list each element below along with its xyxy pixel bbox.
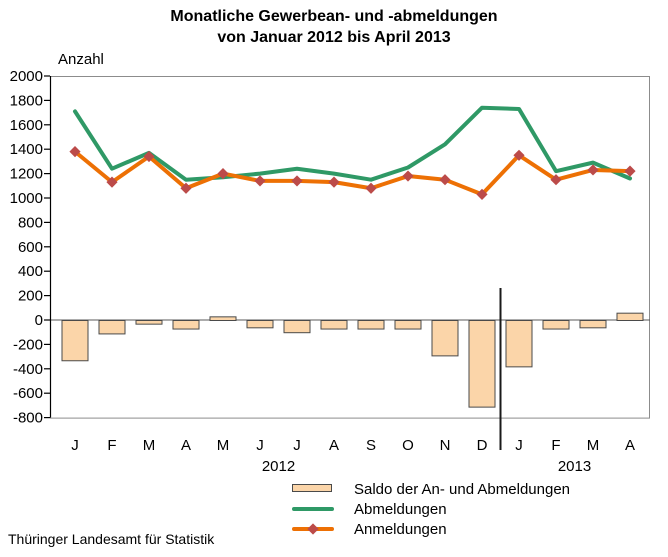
y-axis-tick-label: -200 [13,336,43,353]
anmeldungen-marker [513,149,525,161]
saldo-bar [61,320,89,362]
y-axis-tick-label: -600 [13,385,43,402]
anmeldungen-marker [69,146,81,158]
month-label: F [551,437,560,454]
legend-label-saldo: Saldo der An- und Abmeldungen [354,480,570,498]
legend-row-abmeldungen: Abmeldungen [292,499,570,519]
chart-title: Monatliche Gewerbean- und -abmeldungen v… [0,6,668,48]
chart-title-line1: Monatliche Gewerbean- und -abmeldungen [170,8,498,25]
month-label: J [293,437,301,454]
month-label: J [256,437,264,454]
year-label: 2013 [558,458,591,475]
year-label: 2012 [262,458,295,475]
anmeldungen-marker [217,168,229,180]
month-label: D [477,437,488,454]
saldo-bar [505,320,533,368]
legend-row-saldo: Saldo der An- und Abmeldungen [292,479,570,499]
anmeldungen-marker [365,182,377,194]
anmeldungen-marker [106,176,118,188]
legend-row-anmeldungen: Anmeldungen [292,519,570,539]
anmeldungen-marker [143,150,155,163]
saldo-bar [246,320,274,329]
saldo-bar [542,320,570,330]
month-label: S [366,437,376,454]
y-axis-tick-label: 0 [35,312,43,329]
anmeldungen-marker [624,165,636,177]
saldo-bar [135,320,163,325]
abmeldungen-line-swatch-rect [292,507,334,511]
source-attribution: Thüringer Landesamt für Statistik [8,531,215,547]
y-axis-tick-label: 1200 [10,166,43,183]
month-label: J [71,437,79,454]
y-axis-tick-label: 400 [18,263,43,280]
y-axis-tick-label: 1600 [10,117,43,134]
month-label: N [440,437,451,454]
anmeldungen-line-swatch [292,519,334,539]
month-label: F [107,437,116,454]
y-axis-tick-label: 2000 [10,68,43,85]
saldo-bar [172,320,200,330]
legend: Saldo der An- und Abmeldungen Abmeldunge… [292,479,570,539]
saldo-bar [283,320,311,334]
anmeldungen-marker [180,182,192,194]
saldo-bar [320,320,348,330]
y-axis-tick-label: -400 [13,361,43,378]
month-label: M [217,437,230,454]
saldo-bar [468,320,496,408]
month-label: A [625,437,635,454]
month-label: M [143,437,156,454]
y-axis-tick-label: 1400 [10,141,43,158]
legend-label-abmeldungen: Abmeldungen [354,500,447,518]
saldo-bar [431,320,459,357]
plot-frame [50,76,650,419]
saldo-bar-swatch-rect [292,484,332,492]
anmeldungen-marker [402,170,414,182]
y-axis-tick-label: 1800 [10,92,43,109]
y-axis-tick-label: 800 [18,214,43,231]
anmeldungen-marker [476,188,488,200]
saldo-bar-swatch [292,479,334,499]
anmeldungen-marker [439,174,451,186]
saldo-bar [209,316,237,321]
month-label: O [402,437,414,454]
abmeldungen-line-swatch [292,499,334,519]
saldo-bar [357,320,385,330]
anmeldungen-marker [328,176,340,188]
saldo-bar [579,320,607,329]
anmeldungen-marker [254,175,266,187]
anmeldungen-line [73,149,632,197]
month-label: M [587,437,600,454]
legend-label-anmeldungen: Anmeldungen [354,520,447,538]
anmeldungen-marker [291,175,303,187]
anmeldungen-marker [587,164,599,176]
y-axis-tick-label: -800 [13,410,43,427]
abmeldungen-line [73,105,632,182]
month-label: A [181,437,191,454]
y-axis-unit-label: Anzahl [58,51,104,68]
y-axis-tick-label: 600 [18,239,43,256]
saldo-bar [98,320,126,335]
month-label: J [515,437,523,454]
anmeldungen-diamond-icon [307,523,319,535]
anmeldungen-marker [550,174,562,186]
y-axis-tick-label: 1000 [10,190,43,207]
y-axis-tick-label: 200 [18,288,43,305]
saldo-bar [616,312,644,321]
month-label: A [329,437,339,454]
saldo-bar [394,320,422,330]
chart-title-line2: von Januar 2012 bis April 2013 [217,29,451,46]
